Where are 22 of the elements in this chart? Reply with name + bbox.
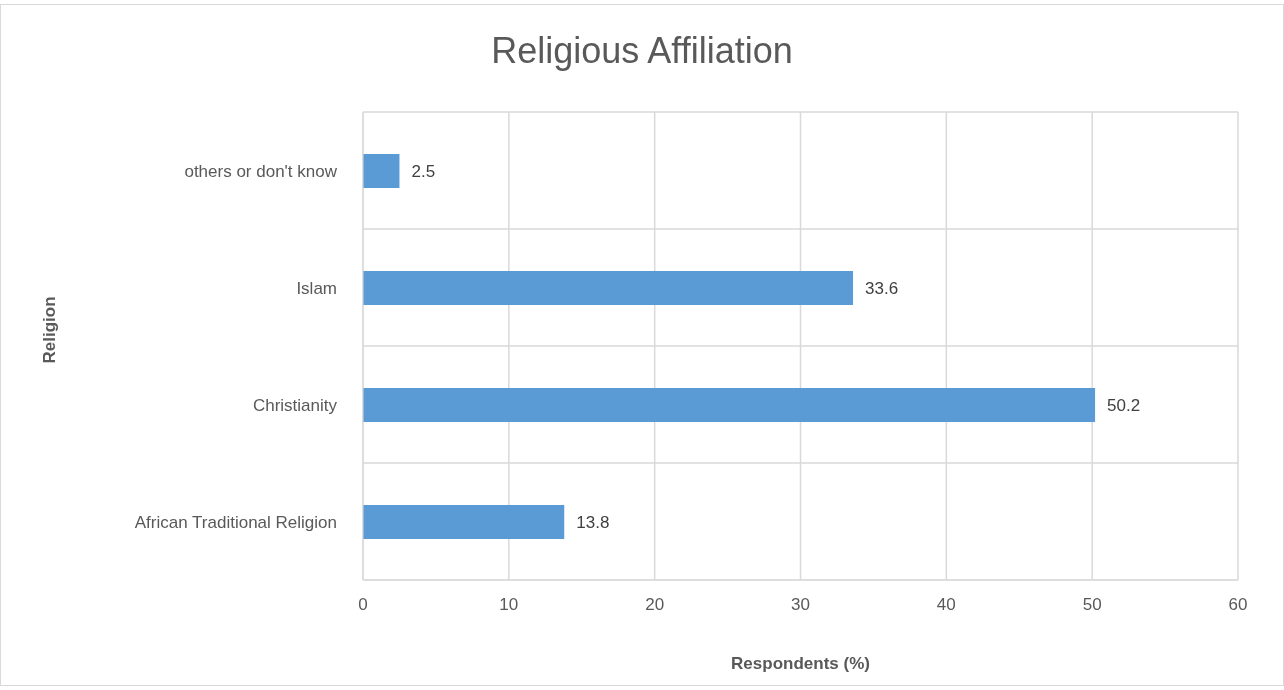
chart-title: Religious Affiliation <box>490 30 794 72</box>
x-tick-label: 10 <box>499 595 519 615</box>
x-tick-label: 20 <box>645 595 665 615</box>
y-tick-label: others or don't know <box>184 161 338 181</box>
x-tick-label: 0 <box>358 595 368 615</box>
bar <box>363 505 565 539</box>
x-axis-title: Respondents (%) <box>730 654 871 674</box>
data-label: 50.2 <box>1107 396 1141 416</box>
y-tick-label: Islam <box>296 278 337 298</box>
y-axis-title: Religion <box>40 296 60 364</box>
x-tick-label: 40 <box>936 595 956 615</box>
data-label: 13.8 <box>576 513 610 533</box>
y-tick-label: African Traditional Religion <box>134 512 337 532</box>
x-tick-label: 50 <box>1082 595 1102 615</box>
x-tick-label: 60 <box>1228 595 1248 615</box>
y-tick-label: Christianity <box>252 395 338 415</box>
data-label: 2.5 <box>411 162 436 182</box>
bar <box>363 154 400 188</box>
bar <box>363 388 1096 422</box>
x-tick-label: 30 <box>791 595 810 615</box>
data-label: 33.6 <box>865 279 899 299</box>
bar <box>363 271 853 305</box>
